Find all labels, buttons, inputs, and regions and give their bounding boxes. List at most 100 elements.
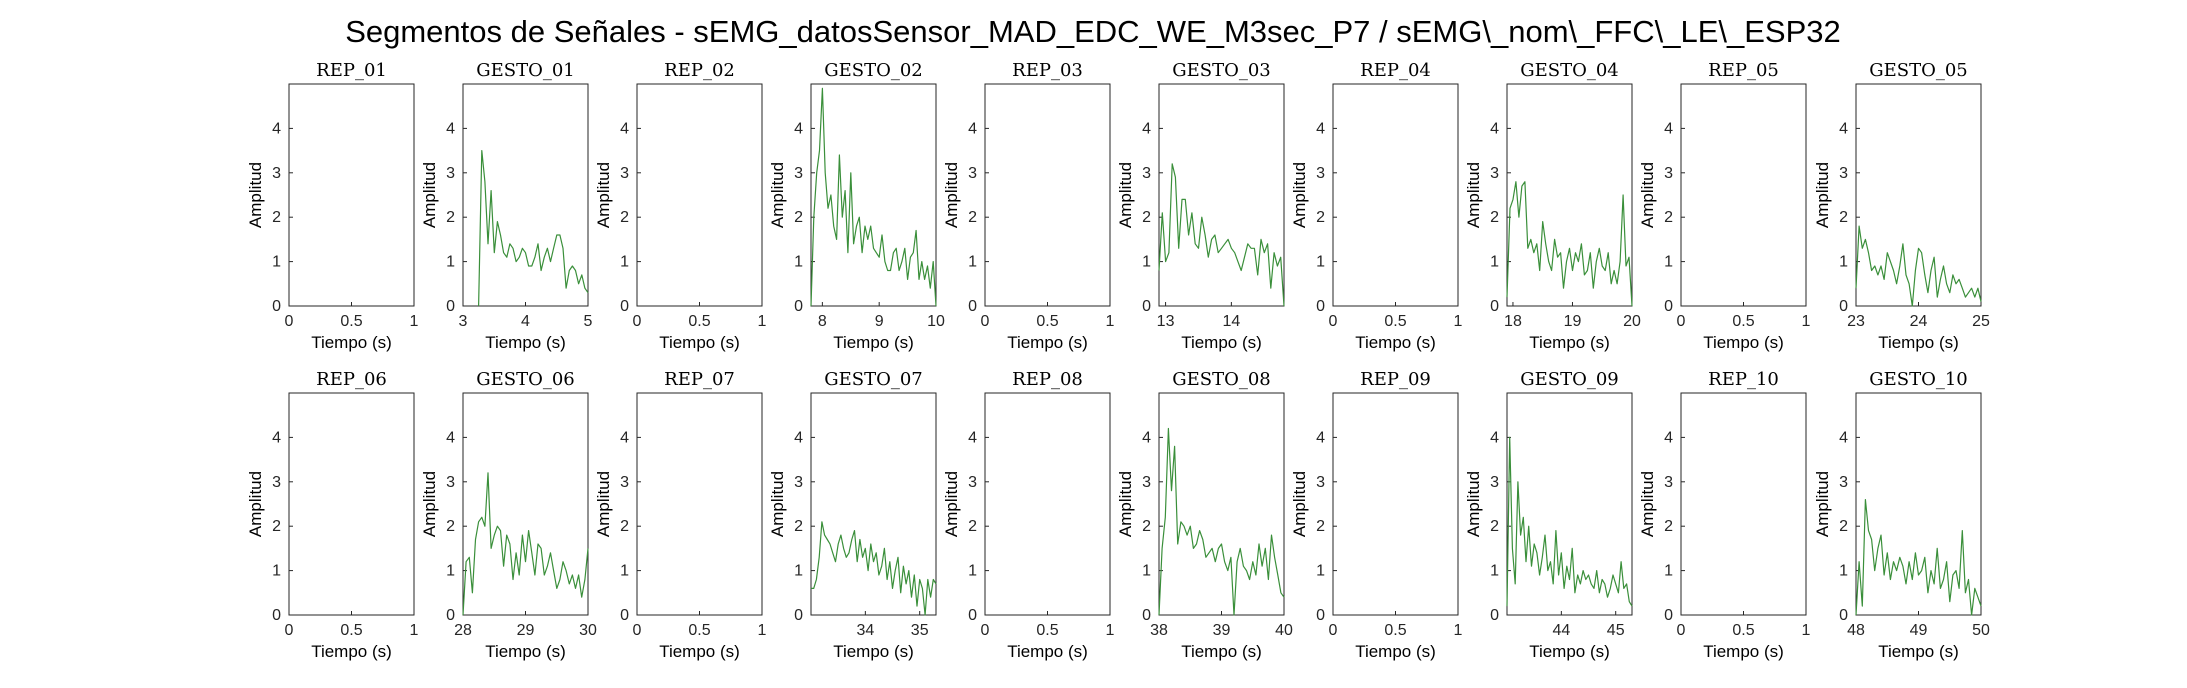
x-axis-label: Tiempo (s) <box>659 333 740 352</box>
y-axis-label: Amplitud <box>1290 162 1309 228</box>
subplot-rep-05: REP_05 0 1 2 3 4 0 0.5 1 Tiempo (s) Amplitud <box>1638 60 1811 352</box>
y-tick-label: 0 <box>1142 607 1151 624</box>
x-axis-label: Tiempo (s) <box>1355 333 1436 352</box>
y-tick-label: 0 <box>446 607 455 624</box>
y-tick-label: 3 <box>620 165 629 182</box>
y-tick-label: 2 <box>968 209 977 226</box>
subplot-title: REP_05 <box>1708 60 1779 81</box>
y-tick-label: 1 <box>272 563 281 580</box>
y-tick-label: 2 <box>620 209 629 226</box>
x-tick-label: 0 <box>981 622 990 639</box>
x-tick-label: 1 <box>410 622 419 639</box>
y-tick-label: 4 <box>1664 120 1673 137</box>
subplot-rep-07: REP_07 0 1 2 3 4 0 0.5 1 Tiempo (s) Amplitud <box>594 369 767 661</box>
x-tick-label: 0 <box>633 313 642 330</box>
y-tick-label: 4 <box>1316 120 1325 137</box>
subplot-title: GESTO_02 <box>824 60 923 81</box>
y-tick-label: 1 <box>794 254 803 271</box>
y-axis-label: Amplitud <box>1813 471 1832 537</box>
y-tick-label: 3 <box>1839 474 1848 491</box>
y-tick-label: 0 <box>1142 298 1151 315</box>
x-tick-label: 0.5 <box>1732 622 1754 639</box>
y-tick-label: 2 <box>1142 209 1151 226</box>
y-tick-label: 0 <box>620 298 629 315</box>
y-tick-label: 0 <box>1664 298 1673 315</box>
y-tick-label: 0 <box>272 298 281 315</box>
x-tick-label: 0 <box>1329 313 1338 330</box>
y-tick-label: 0 <box>968 298 977 315</box>
subplot-title: REP_03 <box>1012 60 1083 81</box>
y-tick-label: 0 <box>794 298 803 315</box>
x-tick-label: 8 <box>818 313 827 330</box>
series-line <box>1506 436 1633 607</box>
y-tick-label: 3 <box>1316 165 1325 182</box>
y-tick-label: 2 <box>1316 518 1325 535</box>
y-tick-label: 3 <box>794 474 803 491</box>
subplot-gesto-06: GESTO_06 0 1 2 3 4 28 29 30 Tiempo (s) Amplitud <box>420 369 597 661</box>
x-axis-label: Tiempo (s) <box>1878 642 1959 661</box>
y-tick-label: 1 <box>1316 254 1325 271</box>
subplot-gesto-03: GESTO_03 0 1 2 3 4 13 14 Tiempo (s) Amplitud <box>1116 60 1285 352</box>
x-tick-label: 0.5 <box>1732 313 1754 330</box>
axes-box <box>288 392 415 616</box>
subplot-title: GESTO_09 <box>1520 369 1619 390</box>
y-tick-label: 4 <box>1664 429 1673 446</box>
y-tick-label: 0 <box>1316 607 1325 624</box>
y-tick-label: 0 <box>1839 298 1848 315</box>
y-tick-label: 2 <box>272 518 281 535</box>
x-tick-label: 1 <box>410 313 419 330</box>
y-tick-label: 4 <box>1490 429 1499 446</box>
x-tick-label: 0 <box>981 313 990 330</box>
y-tick-label: 4 <box>794 120 803 137</box>
y-axis-label: Amplitud <box>1464 162 1483 228</box>
x-axis-label: Tiempo (s) <box>833 642 914 661</box>
y-tick-label: 0 <box>1839 607 1848 624</box>
x-tick-label: 0.5 <box>1384 622 1406 639</box>
axes-box <box>1680 83 1807 307</box>
subplot-gesto-08: GESTO_08 0 1 2 3 4 38 39 40 Tiempo (s) Amplitud <box>1116 369 1293 661</box>
x-tick-label: 3 <box>459 313 468 330</box>
y-tick-label: 3 <box>968 165 977 182</box>
y-tick-label: 3 <box>1664 474 1673 491</box>
series-line <box>1855 225 1982 307</box>
subplot-gesto-04: GESTO_04 0 1 2 3 4 18 19 20 Tiempo (s) Amplitud <box>1464 60 1641 352</box>
x-tick-label: 30 <box>579 622 597 639</box>
y-tick-label: 0 <box>1490 298 1499 315</box>
subplot-title: GESTO_04 <box>1520 60 1619 81</box>
axes-box <box>1332 392 1459 616</box>
y-tick-label: 2 <box>794 209 803 226</box>
y-tick-label: 4 <box>968 120 977 137</box>
y-tick-label: 2 <box>1490 209 1499 226</box>
x-tick-label: 0 <box>285 313 294 330</box>
x-tick-label: 18 <box>1504 313 1522 330</box>
subplot-title: REP_08 <box>1012 369 1083 390</box>
figure-title: Segmentos de Señales - sEMG_datosSensor_… <box>345 14 1841 49</box>
y-tick-label: 3 <box>272 165 281 182</box>
series-line <box>811 521 937 616</box>
subplot-title: REP_02 <box>664 60 735 81</box>
y-tick-label: 2 <box>1839 518 1848 535</box>
x-tick-label: 10 <box>927 313 945 330</box>
x-tick-label: 0.5 <box>688 622 710 639</box>
x-axis-label: Tiempo (s) <box>1181 333 1262 352</box>
x-tick-label: 4 <box>521 313 530 330</box>
x-tick-label: 50 <box>1972 622 1990 639</box>
y-tick-label: 4 <box>1142 120 1151 137</box>
y-tick-label: 2 <box>1142 518 1151 535</box>
y-axis-label: Amplitud <box>768 162 787 228</box>
subplot-title: REP_10 <box>1708 369 1779 390</box>
x-tick-label: 44 <box>1552 622 1570 639</box>
y-axis-label: Amplitud <box>1116 471 1135 537</box>
x-axis-label: Tiempo (s) <box>1529 642 1610 661</box>
axes-box <box>636 83 763 307</box>
y-tick-label: 2 <box>1664 209 1673 226</box>
y-tick-label: 1 <box>1664 254 1673 271</box>
y-axis-label: Amplitud <box>594 471 613 537</box>
y-tick-label: 4 <box>620 120 629 137</box>
axes-box <box>810 392 937 616</box>
x-axis-label: Tiempo (s) <box>485 642 566 661</box>
x-tick-label: 0.5 <box>340 313 362 330</box>
subplot-rep-06: REP_06 0 1 2 3 4 0 0.5 1 Tiempo (s) Amplitud <box>246 369 419 661</box>
subplot-gesto-02: GESTO_02 0 1 2 3 4 8 9 10 Tiempo (s) Amplitud <box>768 60 945 352</box>
